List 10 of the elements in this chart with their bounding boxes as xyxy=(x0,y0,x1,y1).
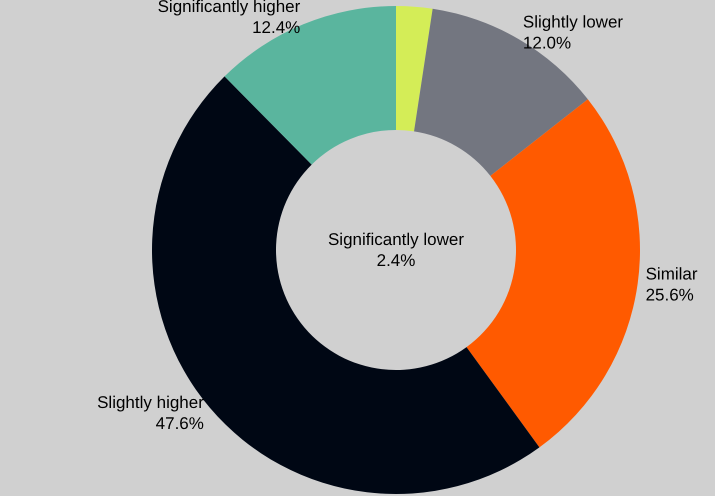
data-label: 2.4% xyxy=(376,251,416,270)
data-label: 47.6% xyxy=(156,414,204,434)
data-label: 12.4% xyxy=(252,18,300,37)
slice-label: Similar xyxy=(646,264,698,284)
data-label: 25.6% xyxy=(646,286,694,305)
slice-label: Significantly higher xyxy=(158,0,301,16)
slice-label: Significantly lower xyxy=(328,230,464,249)
slice-label: Slightly lower xyxy=(522,12,624,32)
data-label: 12.0% xyxy=(522,33,572,52)
slice-label: Slightly higher xyxy=(97,393,204,412)
